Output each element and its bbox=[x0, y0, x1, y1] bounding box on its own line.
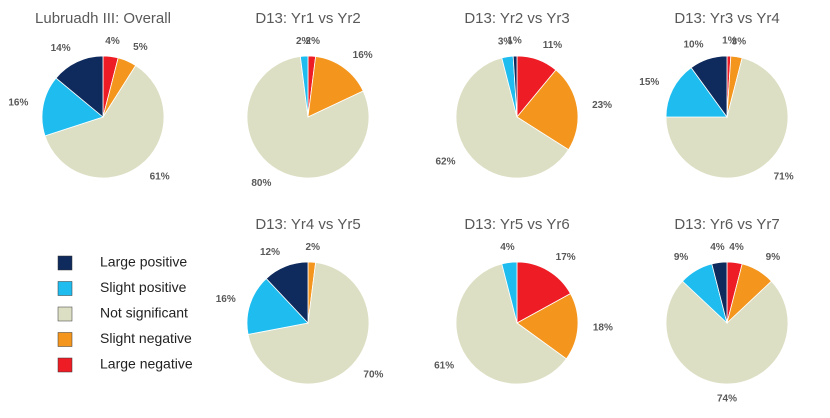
pie-slice bbox=[516, 69, 579, 151]
legend-swatch bbox=[57, 332, 73, 347]
value-label: 2% bbox=[296, 36, 311, 47]
value-label: 5% bbox=[133, 42, 148, 53]
value-label: 3% bbox=[498, 37, 513, 48]
value-label: 18% bbox=[593, 322, 613, 333]
value-label: 80% bbox=[251, 178, 271, 189]
value-label: 61% bbox=[150, 172, 170, 183]
pie-slice bbox=[516, 261, 571, 324]
value-label: 4% bbox=[710, 242, 725, 253]
pie-slice bbox=[41, 77, 104, 137]
value-label: 4% bbox=[105, 36, 120, 47]
value-label: 1% bbox=[507, 36, 522, 47]
value-label: 70% bbox=[363, 370, 383, 381]
legend-swatch bbox=[57, 255, 73, 271]
pie-slice bbox=[711, 261, 728, 324]
value-label: 4% bbox=[729, 242, 744, 253]
pie-slice bbox=[246, 277, 309, 335]
value-label: 2% bbox=[306, 36, 321, 47]
legend-swatch bbox=[57, 281, 73, 296]
pie-slice bbox=[246, 56, 370, 179]
pie-slice bbox=[265, 261, 309, 325]
chart-title: D13: Yr1 vs Yr2 bbox=[255, 10, 360, 27]
value-label: 16% bbox=[8, 97, 28, 108]
value-label: 16% bbox=[353, 50, 373, 61]
legend-swatch bbox=[57, 306, 73, 322]
pie-slice bbox=[455, 263, 567, 385]
chart-title: D13: Yr6 vs Yr7 bbox=[674, 216, 779, 233]
chart-title: D13: Yr4 vs Yr5 bbox=[255, 216, 360, 233]
pie-slice bbox=[665, 57, 789, 179]
pie-slice bbox=[690, 55, 728, 119]
legend-label: Slight negative bbox=[100, 330, 192, 346]
value-label: 2% bbox=[306, 242, 321, 253]
value-label: 61% bbox=[434, 360, 454, 371]
pie-slice bbox=[501, 261, 518, 324]
value-label: 62% bbox=[435, 156, 455, 167]
legend-label: Slight positive bbox=[100, 279, 187, 295]
pie-slice bbox=[307, 56, 364, 118]
chart-title: D13: Yr2 vs Yr3 bbox=[464, 10, 569, 27]
value-label: 4% bbox=[500, 242, 515, 253]
pie-slice bbox=[512, 55, 518, 118]
chart-title: D13: Yr3 vs Yr4 bbox=[674, 10, 779, 27]
chart-title: Lubruadh III: Overall bbox=[35, 10, 171, 27]
legend-swatch bbox=[57, 357, 73, 373]
pie-slice bbox=[299, 55, 309, 118]
pie-slice bbox=[665, 280, 789, 385]
pie-slice bbox=[516, 293, 579, 360]
legend-label: Large negative bbox=[100, 356, 193, 372]
value-label: 1% bbox=[722, 36, 737, 47]
value-label: 11% bbox=[543, 40, 563, 51]
value-label: 10% bbox=[683, 39, 703, 50]
legend-label: Not significant bbox=[100, 305, 188, 321]
value-label: 71% bbox=[774, 172, 794, 183]
pie-slice bbox=[665, 67, 728, 118]
value-label: 23% bbox=[592, 100, 612, 111]
pie-slice bbox=[44, 64, 165, 179]
value-label: 15% bbox=[639, 77, 659, 88]
value-label: 9% bbox=[766, 252, 781, 263]
value-label: 74% bbox=[717, 394, 737, 405]
value-label: 16% bbox=[216, 294, 236, 305]
value-label: 9% bbox=[674, 252, 689, 263]
value-label: 14% bbox=[51, 43, 71, 54]
value-label: 12% bbox=[260, 247, 280, 258]
pie-slice bbox=[55, 55, 104, 118]
chart-title: D13: Yr5 vs Yr6 bbox=[464, 216, 569, 233]
value-label: 3% bbox=[732, 37, 747, 48]
value-label: 17% bbox=[556, 252, 576, 263]
legend-label: Large positive bbox=[100, 254, 187, 270]
pie-slice bbox=[455, 57, 570, 179]
